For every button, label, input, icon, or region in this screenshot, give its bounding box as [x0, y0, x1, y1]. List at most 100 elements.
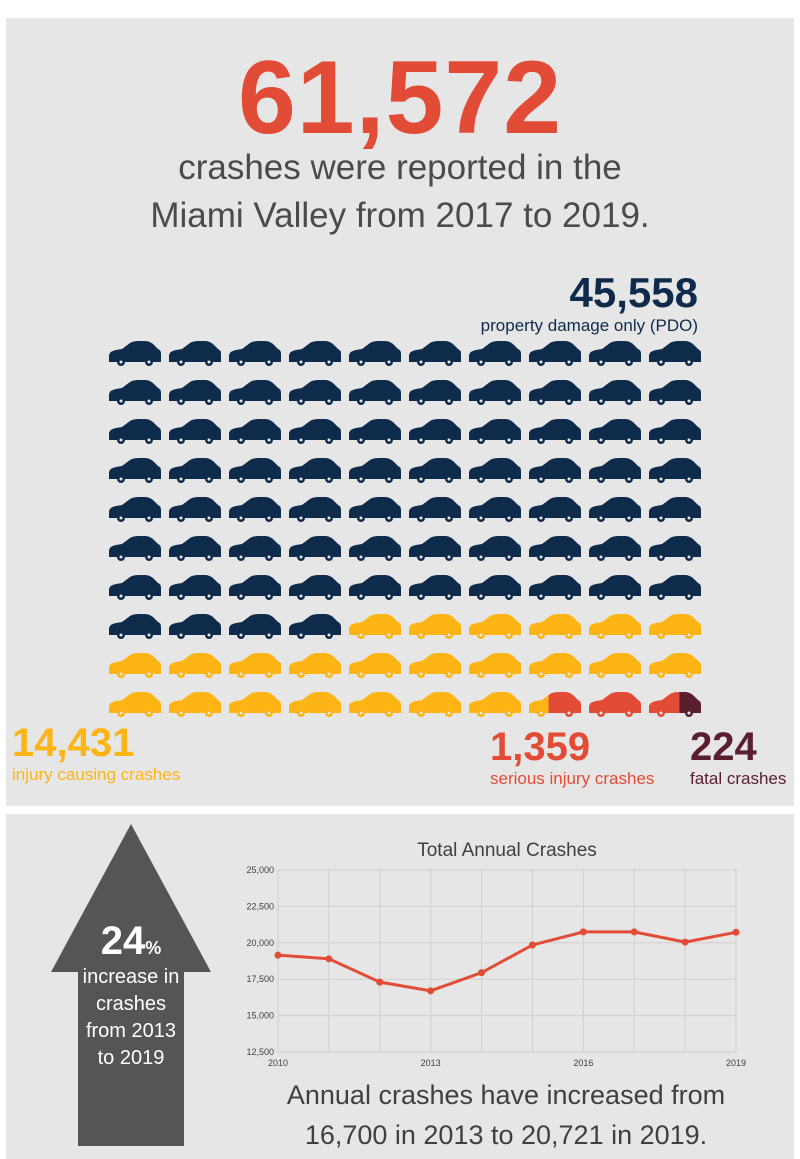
data-point-2015 [528, 941, 536, 949]
car-fill-pdo [529, 341, 581, 366]
car-fill-injury [169, 653, 221, 678]
car-icon-injury [349, 653, 401, 678]
car-fill-pdo [349, 497, 401, 522]
car-icon-pdo [529, 497, 581, 522]
car-fill-injury [589, 653, 641, 678]
car-fill-pdo [109, 497, 161, 522]
fatal-number: 224 [690, 725, 757, 769]
car-icon-injury [169, 653, 221, 678]
car-icon-pdo [169, 497, 221, 522]
car-fill-pdo [289, 458, 341, 483]
car-fill-pdo [409, 380, 461, 405]
data-point-2012 [376, 978, 384, 986]
car-fill-injury [469, 692, 521, 717]
car-fill-injury [529, 653, 581, 678]
car-fill-pdo [589, 497, 641, 522]
data-point-2010 [274, 951, 282, 959]
car-fill-pdo [649, 536, 701, 561]
car-icon-pdo [469, 458, 521, 483]
car-icon-pdo [469, 419, 521, 444]
car-fill-pdo [589, 536, 641, 561]
car-icon-pdo [529, 536, 581, 561]
car-fill-pdo [469, 497, 521, 522]
car-icon-pdo [229, 614, 281, 639]
car-icon-pdo [349, 419, 401, 444]
car-fill-pdo [289, 419, 341, 444]
car-fill-injury [649, 614, 701, 639]
car-icon-pdo [409, 341, 461, 366]
car-fill-pdo [589, 341, 641, 366]
car-icon-injury [469, 692, 521, 717]
car-icon-pdo [529, 380, 581, 405]
car-icon-pdo [169, 536, 221, 561]
car-icon-pdo [229, 497, 281, 522]
car-fill-pdo [349, 458, 401, 483]
car-fill-pdo [289, 575, 341, 600]
car-icon-pdo [409, 380, 461, 405]
car-icon-pdo [409, 458, 461, 483]
arrow-text-line-4: to 2019 [97, 1047, 165, 1069]
increase-percent-value: 24 [100, 919, 146, 963]
car-icon-pdo [289, 614, 341, 639]
car-fill-pdo [349, 536, 401, 561]
car-fill-injury [349, 614, 401, 639]
pdo-label: property damage only (PDO) [480, 316, 698, 335]
car-fill-pdo [229, 536, 281, 561]
car-icon-serious [529, 692, 581, 717]
crash-summary-panel: 61,572 crashes were reported in the Miam… [6, 18, 794, 806]
car-icon-pdo [229, 458, 281, 483]
car-icon-pdo [349, 458, 401, 483]
car-fill-pdo [469, 419, 521, 444]
pdo-number: 45,558 [569, 269, 698, 316]
car-fill-injury [109, 692, 161, 717]
car-fill-pdo [409, 341, 461, 366]
car-fill-pdo [109, 419, 161, 444]
percent-sign: % [145, 938, 162, 958]
car-fill-pdo [169, 536, 221, 561]
car-fill-injury [409, 692, 461, 717]
car-icon-injury [109, 692, 161, 717]
car-fill-injury [289, 653, 341, 678]
car-icon-pdo [289, 536, 341, 561]
arrow-text-line-2: crashes [95, 993, 167, 1015]
x-tick-label: 2016 [573, 1058, 593, 1068]
annual-trend-panel: 24% increase in crashes from 2013 to 201… [6, 814, 794, 1159]
car-fill-pdo [529, 458, 581, 483]
car-fill-injury [529, 692, 549, 717]
car-icon-pdo [649, 341, 701, 366]
car-icon-pdo [229, 536, 281, 561]
annual-crashes-chart: Total Annual Crashes 12,500 15,000 17,500 20… [246, 840, 746, 1068]
car-fill-injury [349, 653, 401, 678]
car-fill-pdo [469, 575, 521, 600]
increase-arrow-icon [51, 824, 211, 1146]
y-tick-label: 20,000 [246, 938, 274, 948]
car-fill-pdo [589, 380, 641, 405]
car-fill-pdo [469, 458, 521, 483]
car-icon-pdo [349, 575, 401, 600]
car-fill-pdo [289, 536, 341, 561]
fatal-label: fatal crashes [690, 769, 787, 788]
car-icon-serious [589, 692, 641, 717]
serious-injury-number: 1,359 [490, 725, 591, 769]
car-fill-pdo [349, 575, 401, 600]
car-icon-injury [409, 653, 461, 678]
car-fill-injury [229, 692, 281, 717]
car-icon-pdo [289, 419, 341, 444]
car-icon-pdo [289, 341, 341, 366]
car-icon-injury [529, 653, 581, 678]
data-point-2017 [630, 928, 638, 936]
car-fill-pdo [229, 380, 281, 405]
car-fill-injury [469, 614, 521, 639]
data-point-2011 [325, 955, 333, 963]
car-fill-pdo [649, 497, 701, 522]
car-icon-injury [469, 614, 521, 639]
car-icon-pdo [649, 497, 701, 522]
car-fill-pdo [649, 341, 701, 366]
car-icon-pdo [169, 341, 221, 366]
car-fill-fatal [679, 692, 701, 717]
y-tick-label: 12,500 [246, 1047, 274, 1057]
car-icon-pdo [409, 497, 461, 522]
car-icon-pdo [589, 536, 641, 561]
car-icon-pdo [649, 419, 701, 444]
car-fill-pdo [169, 341, 221, 366]
